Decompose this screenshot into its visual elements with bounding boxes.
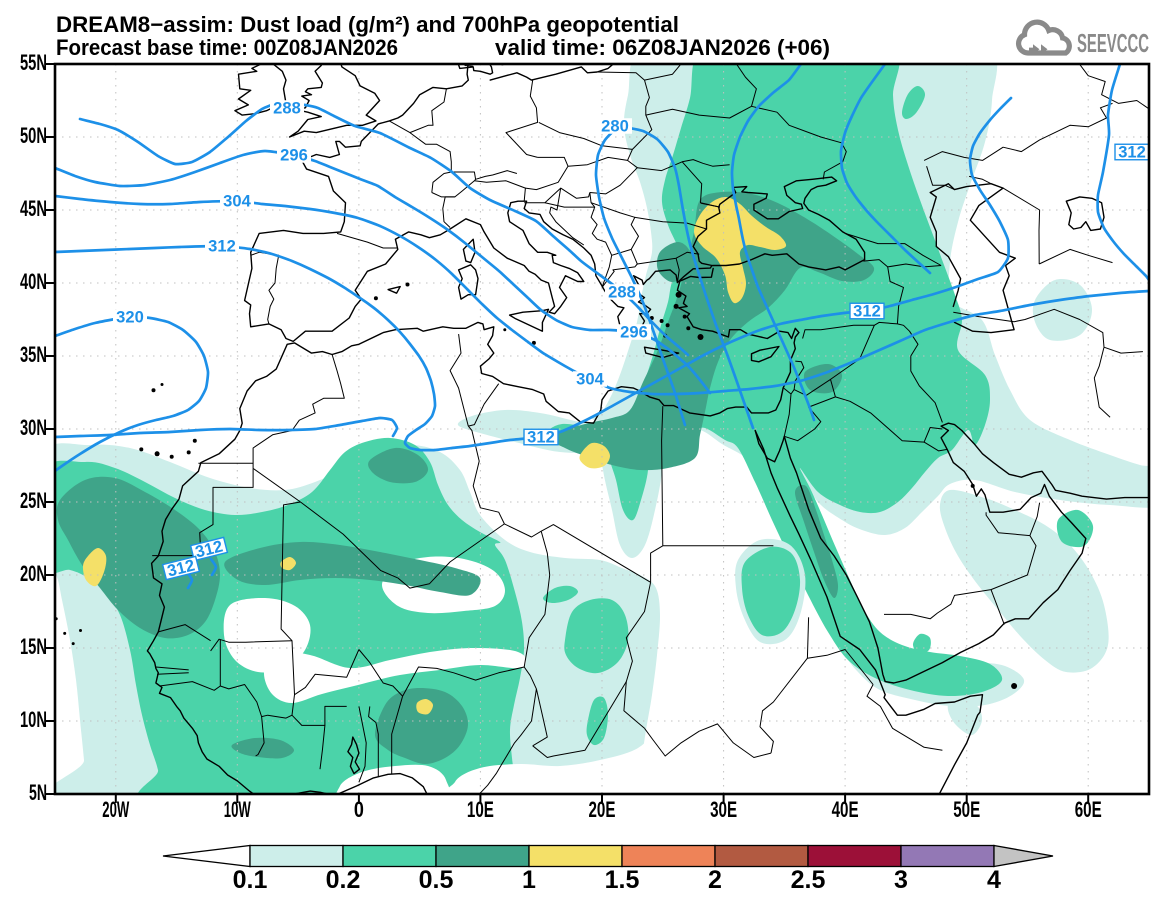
svg-text:296: 296 <box>280 147 308 165</box>
svg-text:296: 296 <box>620 324 648 342</box>
svg-text:60E: 60E <box>1075 797 1102 822</box>
svg-text:5N: 5N <box>29 780 47 805</box>
svg-text:0.2: 0.2 <box>326 866 361 894</box>
svg-text:10W: 10W <box>224 797 251 822</box>
svg-text:25N: 25N <box>20 488 47 513</box>
svg-text:Forecast base time: 00Z08JAN20: Forecast base time: 00Z08JAN2026 <box>56 35 398 60</box>
svg-text:304: 304 <box>576 371 604 389</box>
svg-text:SEEVCCC: SEEVCCC <box>1077 28 1149 58</box>
svg-text:40N: 40N <box>20 269 47 294</box>
svg-text:312: 312 <box>527 429 555 447</box>
svg-text:2: 2 <box>708 866 722 894</box>
svg-text:10N: 10N <box>20 707 47 732</box>
svg-text:4: 4 <box>987 866 1001 894</box>
svg-text:280: 280 <box>601 118 629 136</box>
svg-text:35N: 35N <box>20 342 47 367</box>
svg-text:288: 288 <box>608 284 636 302</box>
svg-text:2.5: 2.5 <box>791 866 826 894</box>
svg-text:DREAM8−assim: Dust load (g/m²): DREAM8−assim: Dust load (g/m²) and 700hP… <box>56 12 679 37</box>
svg-text:50N: 50N <box>20 123 47 148</box>
svg-text:288: 288 <box>273 100 301 118</box>
svg-text:1: 1 <box>522 866 536 894</box>
svg-text:304: 304 <box>223 193 251 211</box>
svg-text:valid time: 06Z08JAN2026 (+06): valid time: 06Z08JAN2026 (+06) <box>495 35 830 60</box>
svg-text:50E: 50E <box>953 797 980 822</box>
svg-text:312: 312 <box>208 238 236 256</box>
svg-text:40E: 40E <box>832 797 859 822</box>
svg-text:1.5: 1.5 <box>605 866 640 894</box>
svg-text:320: 320 <box>116 309 144 327</box>
svg-text:20N: 20N <box>20 561 47 586</box>
svg-text:20W: 20W <box>102 797 129 822</box>
svg-text:0.1: 0.1 <box>233 866 268 894</box>
svg-text:312: 312 <box>853 303 881 321</box>
svg-text:15N: 15N <box>20 634 47 659</box>
svg-text:312: 312 <box>1118 144 1146 162</box>
svg-text:30E: 30E <box>710 797 737 822</box>
svg-text:20E: 20E <box>589 797 616 822</box>
svg-text:30N: 30N <box>20 415 47 440</box>
svg-text:3: 3 <box>894 866 908 894</box>
svg-text:55N: 55N <box>20 50 47 75</box>
svg-text:45N: 45N <box>20 196 47 221</box>
svg-text:10E: 10E <box>467 797 494 822</box>
svg-text:0.5: 0.5 <box>419 866 454 894</box>
svg-text:0: 0 <box>354 797 364 822</box>
